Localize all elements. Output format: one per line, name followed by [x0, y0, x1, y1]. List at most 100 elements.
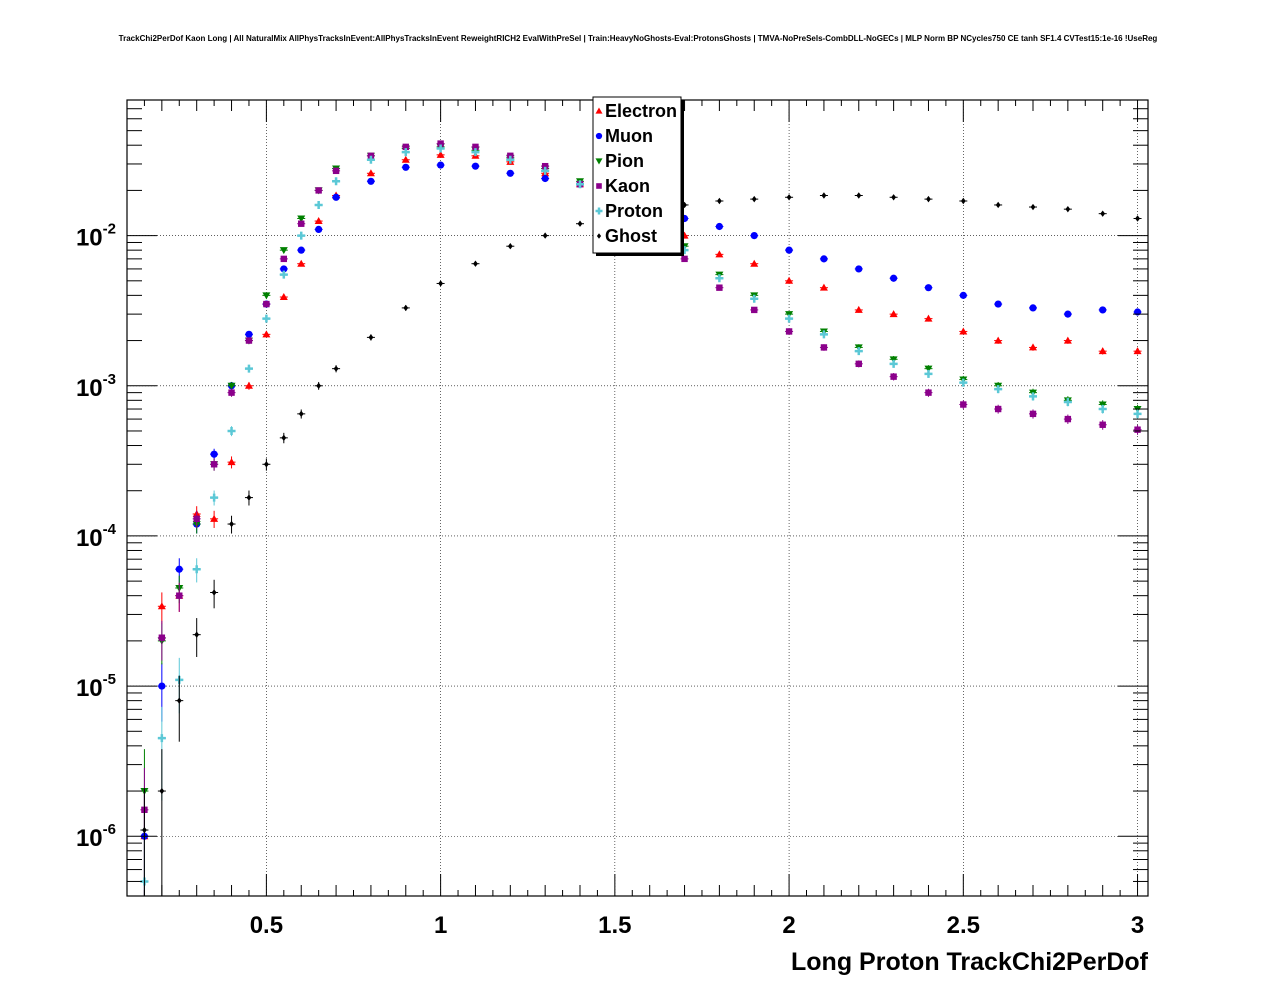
data-point-electron — [1098, 347, 1107, 355]
data-point-electron — [297, 259, 306, 267]
data-point-proton — [192, 565, 201, 574]
data-point-kaon — [1099, 421, 1106, 428]
data-point-pion — [227, 382, 236, 390]
axis-layer: 0.5 1 1.5 2 2.5 3 10-6 10-5 10-4 10-3 10-2 — [76, 99, 1148, 939]
data-point-proton — [1029, 392, 1038, 401]
data-point-kaon — [228, 389, 235, 396]
data-point-proton — [854, 347, 863, 356]
y-tick-label: 10-3 — [76, 371, 116, 402]
data-point-kaon — [472, 143, 479, 151]
data-point-proton — [210, 493, 219, 502]
data-point-muon — [541, 174, 549, 183]
legend-marker-kaon — [596, 183, 602, 189]
data-point-muon — [855, 265, 863, 273]
data-point-electron — [244, 381, 253, 389]
data-point-kaon — [960, 401, 967, 408]
data-point-kaon — [890, 373, 897, 380]
data-point-muon — [402, 163, 410, 171]
data-point-proton — [227, 426, 236, 435]
data-point-ghost — [751, 195, 757, 203]
chart-title: TrackChi2PerDof Kaon Long | All NaturalM… — [118, 34, 1158, 43]
data-point-proton — [715, 274, 724, 283]
data-point-kaon — [1064, 415, 1072, 423]
data-point-proton — [924, 369, 933, 378]
legend-label-muon: Muon — [605, 126, 653, 146]
data-point-kaon — [925, 389, 932, 396]
data-point-ghost — [333, 365, 339, 372]
data-point-proton — [1133, 409, 1142, 418]
data-point-ghost — [316, 382, 322, 389]
data-point-kaon — [402, 143, 409, 151]
x-axis-title: Long Proton TrackChi2PerDof — [791, 948, 1149, 976]
data-point-proton — [785, 314, 794, 323]
data-point-proton — [576, 180, 585, 189]
data-point-ghost — [926, 195, 931, 203]
legend-label-proton: Proton — [605, 201, 663, 221]
data-point-electron — [279, 293, 288, 301]
data-point-muon — [437, 161, 445, 169]
data-point-proton — [332, 177, 341, 186]
data-point-proton — [314, 200, 323, 209]
data-point-proton — [436, 144, 445, 153]
data-point-kaon — [210, 461, 218, 468]
data-point-proton — [244, 364, 253, 373]
data-point-muon — [1064, 310, 1072, 318]
data-point-kaon — [541, 162, 549, 170]
data-point-kaon — [855, 360, 862, 368]
data-point-muon — [175, 565, 183, 573]
data-point-electron — [994, 336, 1003, 344]
data-point-muon — [959, 291, 967, 299]
data-point-pion — [297, 215, 306, 223]
data-point-ghost — [716, 197, 722, 205]
data-point-kaon — [1029, 410, 1037, 418]
data-point-muon — [506, 169, 514, 177]
data-point-ghost — [960, 197, 966, 205]
data-point-proton — [401, 148, 410, 157]
data-point-ghost — [507, 243, 513, 250]
data-point-kaon — [263, 300, 270, 308]
data-point-pion — [262, 292, 271, 300]
series-layer — [140, 140, 1142, 896]
data-point-kaon — [437, 140, 444, 147]
data-point-muon — [1099, 306, 1107, 314]
legend: Electron Muon Pion Kaon Proton Ghost — [592, 96, 684, 256]
data-point-muon — [994, 300, 1002, 308]
legend-marker-electron — [595, 107, 603, 114]
x-tick-label: 1 — [434, 912, 447, 939]
data-point-kaon — [176, 592, 183, 599]
data-point-muon — [471, 162, 480, 170]
data-point-kaon — [994, 405, 1002, 413]
data-point-muon — [715, 222, 723, 231]
data-point-electron — [262, 330, 271, 338]
data-point-electron — [750, 259, 759, 267]
data-point-electron — [401, 155, 410, 163]
data-point-ghost — [542, 232, 548, 239]
data-point-proton — [994, 385, 1003, 394]
data-point-electron — [227, 458, 236, 466]
data-point-electron — [819, 283, 828, 291]
data-point-ghost — [246, 494, 252, 501]
data-point-ghost — [159, 787, 165, 795]
data-point-ghost — [281, 434, 287, 442]
data-point-electron — [1029, 343, 1038, 351]
data-point-muon — [315, 225, 323, 233]
data-point-proton — [889, 359, 898, 368]
data-point-kaon — [245, 337, 253, 344]
data-point-proton — [157, 734, 166, 743]
data-point-kaon — [1134, 426, 1141, 433]
y-tick-label: 10-5 — [76, 671, 116, 702]
data-point-kaon — [193, 515, 200, 523]
x-tick-label: 1.5 — [598, 912, 631, 939]
data-point-kaon — [716, 284, 723, 291]
data-point-kaon — [158, 634, 166, 641]
data-point-ghost — [263, 461, 269, 468]
data-point-muon — [158, 682, 166, 690]
data-point-proton — [506, 155, 515, 164]
data-point-muon — [924, 284, 933, 292]
data-point-proton — [541, 166, 550, 175]
data-point-proton — [1063, 397, 1072, 406]
data-point-ghost — [298, 410, 304, 418]
data-point-ghost — [176, 697, 182, 704]
legend-label-ghost: Ghost — [605, 226, 657, 246]
data-point-kaon — [785, 328, 793, 335]
